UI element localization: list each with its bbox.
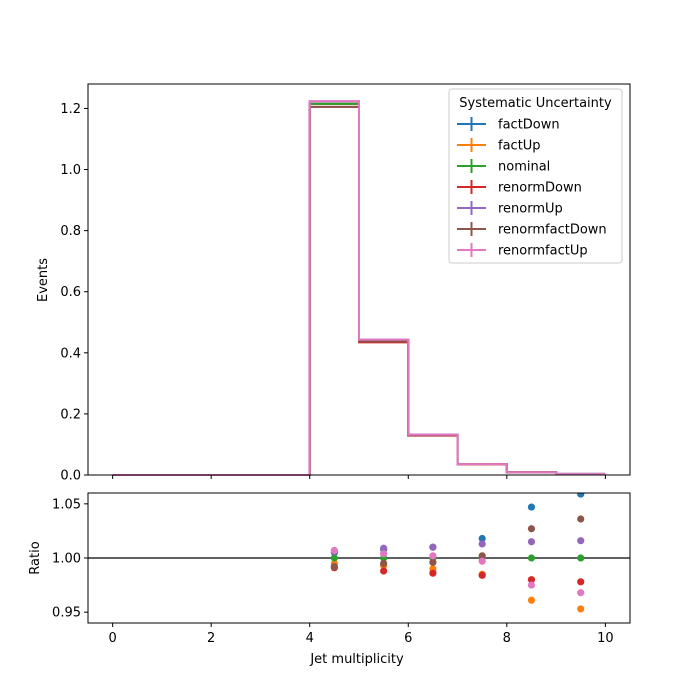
legend-label: renormUp: [498, 202, 563, 217]
ratio-point-renormUp: [478, 540, 486, 548]
legend-box: [448, 88, 623, 264]
ratio-point-factDown: [478, 534, 486, 543]
main-x-ticks: [112, 475, 606, 479]
ratio-point-renormUp: [429, 543, 437, 551]
x-tick-label: 2: [207, 631, 215, 646]
ratio-point-factDown: [527, 503, 536, 511]
main-y-tick-label: 1.2: [60, 102, 81, 117]
ratio-point-renormfactUp: [527, 581, 536, 589]
ratio-point-renormDown: [577, 578, 585, 586]
ratio-y-axis-label: Ratio: [28, 541, 43, 574]
legend-entry-factDown: factDown: [457, 117, 560, 133]
main-y-axis-label: Events: [36, 258, 51, 302]
main-y-ticks: 0.0 0.2 0.4 0.6 0.8 1.0 1.2: [60, 102, 88, 484]
ratio-point-renormUp: [380, 544, 388, 552]
legend-entry-renormfactDown: renormfactDown: [457, 222, 607, 238]
x-tick-label: 4: [306, 631, 314, 646]
legend-entry-factUp: factUp: [457, 138, 541, 154]
ratio-point-renormfactUp: [429, 552, 437, 560]
ratio-point-renormfactDown: [527, 525, 536, 533]
ratio-point-factUp: [527, 596, 536, 604]
ratio-y-ticks: 0.95 1.00 1.05: [52, 497, 88, 621]
legend-label: renormfactUp: [498, 244, 588, 259]
ratio-point-renormfactDown: [577, 515, 585, 523]
ratio-point-renormUp: [577, 537, 585, 545]
ratio-point-renormfactUp: [577, 589, 585, 597]
legend-label: nominal: [498, 160, 550, 175]
ratio-point-nominal: [577, 554, 585, 562]
ratio-point-factDown: [577, 493, 585, 498]
legend: Systematic Uncertainty factDown factUp nom…: [448, 88, 623, 264]
ratio-point-renormfactUp: [478, 557, 486, 565]
ratio-point-renormUp: [527, 538, 536, 546]
legend-entry-renormUp: renormUp: [457, 201, 563, 217]
ratio-point-renormDown: [478, 571, 486, 579]
main-y-tick-label: 0.6: [60, 285, 81, 300]
ratio-point-nominal: [330, 554, 338, 562]
ratio-points: [330, 493, 585, 613]
legend-label: factUp: [498, 139, 541, 154]
main-plot-frame: [87, 83, 631, 476]
ratio-point-renormDown: [527, 576, 536, 584]
ratio-x-ticks: 0 2 4 6 8 10: [108, 623, 614, 646]
x-tick-label: 0: [108, 631, 116, 646]
x-axis-label: Jet multiplicity: [309, 652, 404, 667]
main-y-tick-label: 0.2: [60, 407, 81, 422]
main-plot-panel: 0.0 0.2 0.4 0.6 0.8 1.0 1.2 Events Systematic …: [36, 83, 631, 484]
main-y-tick-label: 1.0: [60, 163, 81, 178]
legend-label: factDown: [498, 118, 560, 133]
ratio-point-renormfactUp: [380, 550, 388, 558]
legend-label: renormDown: [498, 181, 582, 196]
ratio-point-renormfactDown: [380, 559, 388, 568]
legend-entry-renormDown: renormDown: [457, 180, 582, 196]
main-y-tick-label: 0.8: [60, 224, 81, 239]
ratio-point-renormDown: [429, 569, 437, 577]
ratio-plot-panel: 0.95 1.00 1.05 0 2 4 6 8 10 Ratio Jet multiplic…: [28, 492, 631, 667]
legend-entry-nominal: nominal: [457, 159, 550, 175]
main-y-tick-label: 0.0: [60, 469, 81, 484]
legend-entries: factDown factUp nominal renormDown renormUp r…: [457, 117, 607, 259]
ratio-y-tick-label: 1.05: [52, 497, 81, 512]
ratio-plot-frame: [87, 492, 631, 624]
ratio-y-tick-label: 0.95: [52, 606, 81, 621]
ratio-point-renormfactDown: [478, 552, 486, 560]
legend-title: Systematic Uncertainty: [459, 96, 612, 111]
x-tick-label: 8: [503, 631, 511, 646]
ratio-point-renormfactUp: [330, 546, 338, 555]
ratio-y-tick-label: 1.00: [52, 552, 81, 567]
x-tick-label: 6: [404, 631, 412, 646]
ratio-point-factUp: [577, 605, 585, 613]
legend-entry-renormfactUp: renormfactUp: [457, 243, 588, 259]
ratio-point-renormfactDown: [429, 558, 437, 566]
ratio-point-renormfactDown: [330, 563, 338, 571]
main-y-tick-label: 0.4: [60, 346, 81, 361]
ratio-point-renormDown: [380, 567, 388, 575]
ratio-point-nominal: [527, 554, 536, 562]
x-tick-label: 10: [597, 631, 614, 646]
legend-label: renormfactDown: [498, 223, 607, 238]
